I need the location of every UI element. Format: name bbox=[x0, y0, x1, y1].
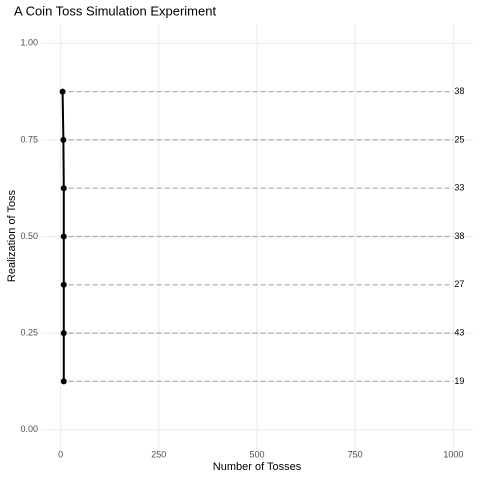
x-axis-label: Number of Tosses bbox=[213, 461, 302, 473]
y-tick-label: 0.00 bbox=[20, 424, 38, 434]
x-tick-label: 250 bbox=[151, 449, 166, 459]
x-tick-label: 500 bbox=[249, 449, 264, 459]
y-axis-label: Realization of Toss bbox=[6, 189, 18, 282]
data-point bbox=[59, 88, 66, 95]
y-tick-label: 0.25 bbox=[20, 327, 38, 337]
x-tick-label: 0 bbox=[58, 449, 63, 459]
reference-label: 19 bbox=[454, 376, 464, 386]
reference-label: 33 bbox=[454, 183, 464, 193]
reference-label: 27 bbox=[454, 279, 464, 289]
reference-label: 25 bbox=[454, 134, 464, 144]
chart-title: A Coin Toss Simulation Experiment bbox=[14, 3, 216, 18]
reference-label: 38 bbox=[454, 86, 464, 96]
data-point bbox=[60, 185, 67, 192]
y-tick-label: 1.00 bbox=[20, 38, 38, 48]
y-tick-label: 0.75 bbox=[20, 134, 38, 144]
data-point bbox=[60, 136, 67, 143]
data-point bbox=[60, 233, 67, 240]
y-tick-label: 0.50 bbox=[20, 231, 38, 241]
x-tick-label: 1000 bbox=[443, 449, 463, 459]
reference-label: 38 bbox=[454, 231, 464, 241]
data-point bbox=[60, 281, 67, 288]
data-point bbox=[60, 378, 67, 385]
x-tick-label: 750 bbox=[348, 449, 363, 459]
data-point bbox=[60, 330, 67, 337]
reference-label: 43 bbox=[454, 327, 464, 337]
